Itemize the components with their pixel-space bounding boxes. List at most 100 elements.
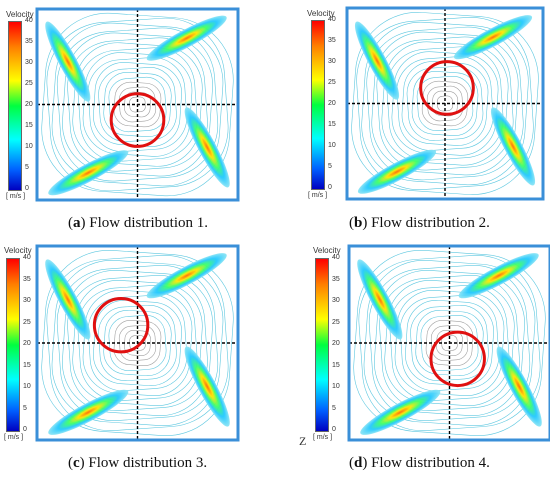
vortex-center-circle xyxy=(419,60,475,116)
colorbar-tick-label: 15 xyxy=(25,122,33,129)
contour-line xyxy=(108,76,167,133)
colorbar-tick-label: 35 xyxy=(25,38,33,45)
contour-line xyxy=(406,66,484,141)
contour-line xyxy=(87,57,188,152)
contour-line xyxy=(62,32,213,177)
panel-d: Velocity 40 35 30 25 20 15 10 5 0 [ m/s ] Z (d) … xyxy=(275,242,550,479)
z-axis-label: Z xyxy=(299,434,307,448)
contour-line xyxy=(103,310,172,376)
velocity-jet xyxy=(184,107,230,188)
colorbar-tick-label: 15 xyxy=(23,361,31,369)
contour-line xyxy=(77,47,198,162)
colorbar-tick-label: 40 xyxy=(332,254,340,261)
contour-line xyxy=(72,42,203,167)
contour-line xyxy=(379,275,520,411)
flow-plot xyxy=(347,244,550,442)
colorbar-tick-label: 35 xyxy=(23,275,31,283)
velocity-jet xyxy=(146,15,227,61)
contour-line xyxy=(93,300,182,386)
caption: (d) Flow distribution 4. xyxy=(349,455,490,471)
contour-line xyxy=(113,320,162,366)
contour-line xyxy=(56,27,219,182)
colorbar-tick-label: 0 xyxy=(328,184,332,191)
contour-line xyxy=(51,22,224,187)
contour-line xyxy=(381,41,509,166)
plot-frame xyxy=(35,244,240,442)
contour-line xyxy=(358,255,541,431)
colorbar-title: Velocity xyxy=(4,246,32,255)
contour-line xyxy=(410,305,489,381)
contour-line xyxy=(118,86,157,123)
plot-frame xyxy=(347,244,550,442)
contour-line xyxy=(431,90,459,117)
colorbar-tick-label: 20 xyxy=(23,340,31,347)
contour-line xyxy=(103,71,172,138)
velocity-jet xyxy=(458,253,539,299)
velocity-jet xyxy=(354,21,400,100)
colorbar-tick-label: 0 xyxy=(23,426,27,433)
contour-line xyxy=(41,12,234,197)
panel-b: Velocity 40 35 30 25 20 15 10 5 0 [ m/s ] (b) Fl… xyxy=(275,0,550,240)
colorbar-tick-label: 30 xyxy=(328,58,336,65)
contour-line xyxy=(41,250,234,436)
contour-line xyxy=(87,295,188,391)
contour-line xyxy=(118,325,157,361)
contour-line xyxy=(399,295,500,391)
colorbar-tick-label: 25 xyxy=(328,79,336,86)
colorbar-unit: [ m/s ] xyxy=(4,434,24,441)
velocity-jet xyxy=(490,107,536,186)
contour-line xyxy=(72,280,203,406)
caption: (b) Flow distribution 2. xyxy=(349,215,490,231)
caption-text: Flow distribution 4. xyxy=(367,455,490,471)
caption-text: Flow distribution 1. xyxy=(85,215,209,231)
plot-frame xyxy=(35,7,240,202)
contour-line xyxy=(374,270,525,416)
panel-letter: d xyxy=(354,455,363,471)
colorbar-tick-label: 20 xyxy=(25,101,33,108)
colorbar-tick-label: 0 xyxy=(332,426,336,433)
contour-line xyxy=(389,285,510,401)
contour-line xyxy=(363,260,536,426)
contour-line xyxy=(56,265,219,421)
velocity-jet xyxy=(45,259,91,340)
contour-line xyxy=(124,330,151,356)
plot-frame xyxy=(345,6,545,201)
panel-letter: c xyxy=(73,455,80,471)
caption: (c) Flow distribution 3. xyxy=(68,455,208,471)
contour-line xyxy=(394,290,505,396)
panel-letter: b xyxy=(354,215,363,231)
colorbar-title: Velocity xyxy=(307,9,335,18)
colorbar-tick-label: 30 xyxy=(332,297,340,304)
colorbar xyxy=(311,20,325,190)
contour-line xyxy=(98,305,177,381)
colorbar-tick-label: 15 xyxy=(332,361,340,369)
contour-line xyxy=(351,12,539,195)
colorbar-tick-label: 10 xyxy=(328,142,336,149)
flow-plot xyxy=(35,244,240,442)
vortex-center-circle xyxy=(92,296,150,354)
colorbar-tick-label: 35 xyxy=(332,275,340,283)
panel-c: Velocity 40 35 30 25 20 15 10 5 0 [ m/s ] (c) Fl… xyxy=(0,242,275,479)
contour-line xyxy=(411,71,479,136)
contour-line xyxy=(366,26,524,181)
velocity-jet xyxy=(184,346,230,427)
velocity-jet xyxy=(360,389,441,435)
colorbar-tick-label: 0 xyxy=(25,185,29,192)
contour-line xyxy=(415,310,484,376)
velocity-jet xyxy=(146,253,227,299)
contour-line xyxy=(376,36,514,171)
flow-plot xyxy=(345,6,545,201)
contour-line xyxy=(391,51,499,156)
contour-line xyxy=(82,52,193,157)
colorbar-title: Velocity xyxy=(6,10,34,19)
contour-line xyxy=(430,325,469,361)
velocity-jet xyxy=(357,149,437,194)
colorbar-tick-label: 15 xyxy=(328,121,336,128)
colorbar-tick-label: 40 xyxy=(25,17,33,24)
contour-line xyxy=(77,285,198,401)
colorbar-unit: [ m/s ] xyxy=(308,192,328,199)
contour-line xyxy=(386,46,504,161)
contour-line xyxy=(46,255,229,431)
colorbar-tick-label: 35 xyxy=(328,37,336,44)
contour-line xyxy=(82,290,193,396)
